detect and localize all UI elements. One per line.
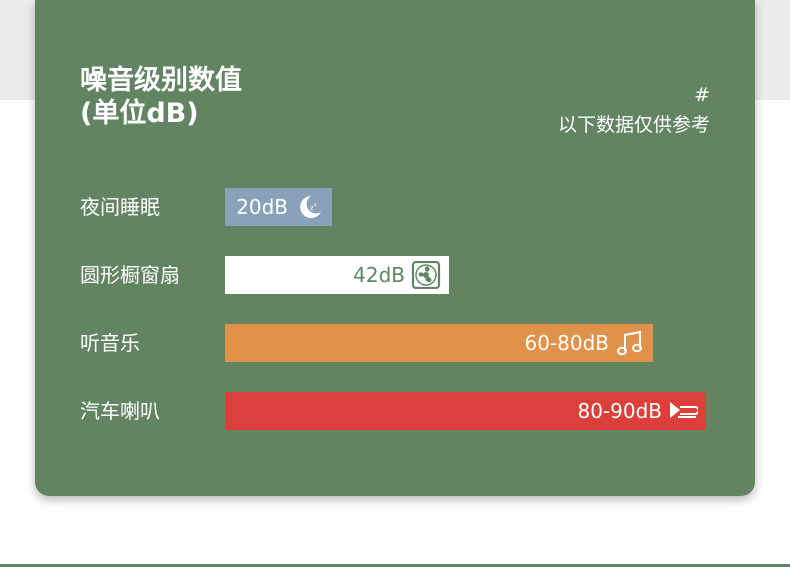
- noise-level-card: 噪音级别数值 (单位dB) # 以下数据仅供参考 夜间睡眠 20dB z z 圆形橱窗扇…: [35, 0, 755, 496]
- chart-title: 噪音级别数值 (单位dB): [80, 64, 380, 130]
- category-label: 听音乐: [80, 331, 140, 355]
- category-label: 汽车喇叭: [80, 399, 160, 423]
- chart-title-line-2: (单位dB): [80, 98, 199, 129]
- bar-value-label: 42dB: [353, 263, 405, 287]
- bar-value-label: 60-80dB: [524, 331, 609, 355]
- category-label: 圆形橱窗扇: [80, 263, 180, 287]
- fan-icon: [411, 261, 441, 289]
- reference-note: # 以下数据仅供参考: [558, 80, 710, 140]
- bar-value-label: 20dB: [236, 195, 288, 219]
- car-horn-icon: [668, 397, 698, 425]
- svg-text:z: z: [314, 202, 317, 208]
- svg-text:z: z: [310, 204, 314, 212]
- category-label: 夜间睡眠: [80, 195, 160, 219]
- note-symbol: #: [694, 84, 710, 106]
- bar: 20dB z z: [225, 188, 332, 226]
- bottom-divider: [0, 564, 790, 567]
- chart-title-line-1: 噪音级别数值: [80, 65, 242, 96]
- note-text: 以下数据仅供参考: [557, 114, 710, 136]
- bar: 60-80dB: [225, 324, 653, 362]
- bar: 42dB: [225, 256, 449, 294]
- bar-value-label: 80-90dB: [577, 399, 662, 423]
- music-note-icon: [615, 329, 645, 357]
- bar: 80-90dB: [225, 392, 706, 430]
